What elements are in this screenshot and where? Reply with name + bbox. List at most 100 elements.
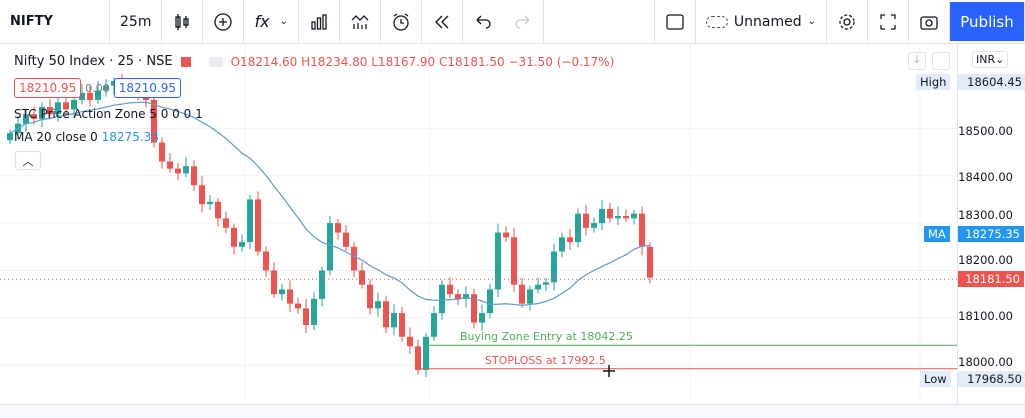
scroll-down-icon[interactable]: ↓ xyxy=(908,52,926,70)
top-toolbar: NIFTY 25m fx ⌄ Unnamed ⌄ Publish xyxy=(0,0,1025,44)
candle-body xyxy=(599,208,605,224)
candle-body xyxy=(607,208,613,219)
stoploss-label: STOPLOSS at 17992.5 xyxy=(485,354,606,367)
candle-body xyxy=(575,213,581,243)
chevron-down-icon: ⌄ xyxy=(807,16,816,27)
symbol-search[interactable]: NIFTY xyxy=(0,0,110,43)
candle-body xyxy=(223,218,229,228)
candle-body xyxy=(263,251,269,271)
candle-body xyxy=(47,107,53,115)
indicator-stc-pa-zone[interactable]: STC Price Action Zone 5 0 0 0 1 xyxy=(14,107,203,121)
alert-icon[interactable] xyxy=(381,0,422,43)
candle-body xyxy=(7,133,13,141)
candle-body xyxy=(311,298,317,325)
tick-label: 18300.00 xyxy=(958,208,1013,222)
candle-body xyxy=(583,213,589,228)
layout-name: Unnamed xyxy=(733,13,802,30)
add-symbol-icon[interactable] xyxy=(203,0,245,43)
candle-body xyxy=(463,294,469,299)
chevron-up-icon[interactable]: ︿ xyxy=(15,151,41,170)
currency-select[interactable]: INR⌄ xyxy=(972,51,1009,68)
layout-name-button[interactable]: Unnamed ⌄ xyxy=(696,0,827,43)
candle-body xyxy=(295,303,301,309)
toolbar-spacer xyxy=(544,0,654,43)
candle-body xyxy=(359,270,365,285)
candle-body xyxy=(455,294,461,299)
undo-icon[interactable] xyxy=(463,0,503,43)
ma-tag: MA xyxy=(924,226,950,242)
candle-body xyxy=(319,270,325,299)
interval-button[interactable]: 25m xyxy=(110,0,163,43)
candle-body xyxy=(535,284,541,290)
compare-icon[interactable] xyxy=(340,0,381,43)
candle-body xyxy=(287,289,293,304)
candle-body xyxy=(247,199,253,243)
sell-button[interactable]: 18210.95 xyxy=(14,78,82,98)
candle-body xyxy=(503,232,509,238)
candle-body xyxy=(175,168,181,174)
candle-body xyxy=(239,242,245,247)
candles-icon[interactable] xyxy=(162,0,204,43)
price-axis[interactable]: INR⌄ 18500.00 18400.00 18300.00 18200.00… xyxy=(957,45,1025,410)
redo-icon[interactable] xyxy=(503,0,544,43)
layout-icon[interactable] xyxy=(653,0,696,43)
candle-body xyxy=(383,301,389,328)
collapse-legend-icon[interactable] xyxy=(208,56,223,67)
indicator-ma[interactable]: MA 20 close 0 18275.33 xyxy=(14,130,159,144)
candle-body xyxy=(343,232,349,247)
snapshot-icon[interactable] xyxy=(909,0,950,43)
high-price-label: 18604.45 xyxy=(958,74,1025,90)
candle-body xyxy=(103,85,109,91)
symbol-title: Nifty 50 Index · 25 · NSE xyxy=(14,54,173,69)
candle-body xyxy=(87,92,93,100)
time-axis[interactable] xyxy=(0,404,1025,418)
fullscreen-icon[interactable] xyxy=(868,0,909,43)
candle-body xyxy=(495,232,501,290)
templates-icon[interactable] xyxy=(299,0,340,43)
flag-icon[interactable] xyxy=(180,56,191,67)
tick-label: 18200.00 xyxy=(958,253,1013,267)
candle-body xyxy=(407,336,413,347)
candle-body xyxy=(479,313,485,323)
candle-body xyxy=(183,166,189,174)
tick-label: 18400.00 xyxy=(958,170,1013,184)
cloud-icon xyxy=(705,15,728,28)
candle-body xyxy=(255,199,261,252)
ma-value: 18275.33 xyxy=(101,130,159,144)
candle-body xyxy=(431,313,437,337)
candle-body xyxy=(191,166,197,186)
candle-body xyxy=(551,251,557,283)
candle-body xyxy=(591,223,597,228)
low-price-label: 17968.50 xyxy=(958,371,1025,387)
crosshair-cursor-icon xyxy=(603,365,615,377)
publish-button[interactable]: Publish xyxy=(950,2,1025,41)
candle-body xyxy=(159,142,165,162)
ma-line xyxy=(9,101,651,307)
candle-body xyxy=(167,161,173,169)
candle-body xyxy=(199,185,205,205)
last-price-label: 18181.50 xyxy=(958,271,1024,287)
candle-body xyxy=(447,284,453,295)
indicators-button[interactable]: fx ⌄ xyxy=(244,0,299,43)
candle-body xyxy=(543,282,549,285)
candle-body xyxy=(271,270,277,295)
buy-button[interactable]: 18210.95 xyxy=(113,78,182,98)
candle-body xyxy=(559,237,565,252)
tick-label: 18100.00 xyxy=(958,309,1013,323)
candle-body xyxy=(151,99,157,143)
candle-body xyxy=(279,289,285,295)
candle-body xyxy=(375,301,381,309)
price-chart[interactable]: Buying Zone Entry at 18042.25 STOPLOSS at… xyxy=(0,45,957,405)
symbol-legend: Nifty 50 Index · 25 · NSE O18214.60 H182… xyxy=(14,54,614,69)
replay-icon[interactable] xyxy=(422,0,463,43)
candle-body xyxy=(95,90,101,100)
candle-body xyxy=(327,223,333,271)
candle-body xyxy=(207,201,213,205)
candle-body xyxy=(415,346,421,370)
settings-icon[interactable] xyxy=(827,0,868,43)
candle-body xyxy=(399,313,405,337)
candle-body xyxy=(231,227,237,247)
candle-body xyxy=(23,114,29,124)
chevron-down-icon: ⌄ xyxy=(279,16,288,27)
auto-scale-icon[interactable] xyxy=(932,52,950,70)
